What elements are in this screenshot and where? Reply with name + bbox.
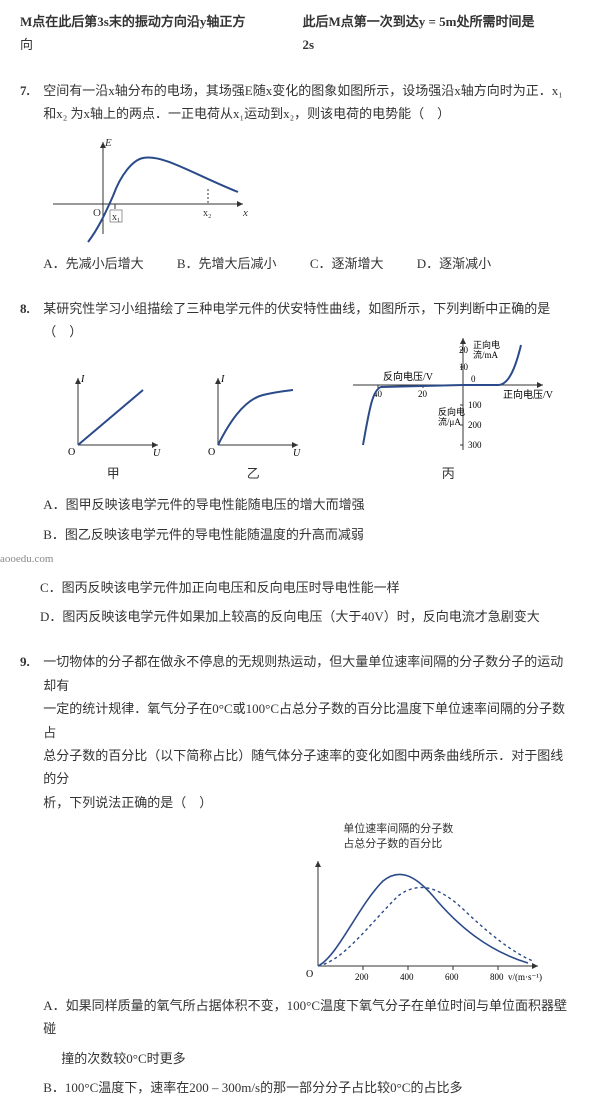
q8-opt-a: A．图甲反映该电学元件的导电性能随电压的增大而增强 <box>43 493 573 516</box>
q9-text-3: 总分子数的百分比（以下简称占比）随气体分子速率的变化如图中两条曲线所示．对于图线… <box>43 744 573 791</box>
q9-number: 9. <box>20 650 40 673</box>
svg-text:O: O <box>68 447 75 458</box>
question-9: 9. 一切物体的分子都在做永不停息的无规则热运动，但大量单位速率间隔的分子数分子… <box>20 650 585 1099</box>
svg-text:O: O <box>306 969 313 980</box>
svg-text:流/mA: 流/mA <box>473 349 499 360</box>
svg-text:x: x <box>242 207 248 219</box>
svg-text:200: 200 <box>468 420 482 430</box>
top-fragment-2: 向 2s <box>20 33 585 56</box>
svg-text:反向电压/V: 反向电压/V <box>383 370 434 383</box>
svg-text:600: 600 <box>445 972 459 982</box>
svg-text:x₁: x₁ <box>112 212 121 223</box>
q8-fig-jia: O I U 甲 <box>63 370 163 485</box>
q8-options: A．图甲反映该电学元件的导电性能随电压的增大而增强 B．图乙反映该电学元件的导电… <box>43 493 573 546</box>
question-7: 7. 空间有一沿x轴分布的电场，其场强E随x变化的图象如图所示，设场强沿x轴方向… <box>20 79 585 275</box>
svg-text:U: U <box>293 448 301 459</box>
top-left-2: 向 <box>20 37 33 52</box>
q9-chart-title-1: 单位速率间隔的分子数 <box>343 822 553 836</box>
svg-text:x₂: x₂ <box>203 208 212 219</box>
svg-text:800: 800 <box>490 972 504 982</box>
q8-options-cont: C．图丙反映该电学元件加正向电压和反向电压时导电性能一样 D．图丙反映该电学元件… <box>40 576 585 629</box>
q7-opt-a: A．先减小后增大 <box>43 252 143 275</box>
q9-opt-b: B．100°C温度下，速率在200 – 300m/s的那一部分分子占比较0°C的… <box>43 1076 573 1099</box>
top-left-1: M点在此后第3s末的振动方向沿y轴正方 <box>20 14 245 29</box>
svg-text:20: 20 <box>418 389 428 399</box>
q8-fig-bing: 反向电压/V 正向电压/V 正向电 流/mA 反向电 流/μA 20 10 0 … <box>343 330 553 485</box>
top-fragment: M点在此后第3s末的振动方向沿y轴正方 此后M点第一次到达y = 5m处所需时间… <box>20 10 585 33</box>
q9-text-2: 一定的统计规律．氧气分子在0°C或100°C占总分子数的百分比温度下单位速率间隔… <box>43 697 573 744</box>
q8-fig-yi: O I U 乙 <box>203 370 303 485</box>
svg-text:O: O <box>93 207 101 219</box>
svg-text:400: 400 <box>400 972 414 982</box>
svg-text:E: E <box>104 137 112 149</box>
q7-opt-b: B．先增大后减小 <box>177 252 277 275</box>
svg-text:U: U <box>153 448 161 459</box>
q8-bing-label: 丙 <box>343 462 553 485</box>
svg-text:流/μA: 流/μA <box>438 416 461 427</box>
svg-text:I: I <box>220 374 225 385</box>
q9-opt-a-1: A．如果同样质量的氧气所占据体积不变，100°C温度下氧气分子在单位时间与单位面… <box>43 994 573 1041</box>
q8-number: 8. <box>20 297 40 320</box>
svg-text:200: 200 <box>355 972 369 982</box>
svg-text:反向电: 反向电 <box>438 406 465 417</box>
q7-number: 7. <box>20 79 40 102</box>
q8-jia-label: 甲 <box>63 462 163 485</box>
q7-text-1: 空间有一沿x轴分布的电场，其场强E随x变化的图象如图所示，设场强沿x轴方向时为正… <box>43 79 573 102</box>
svg-text:300: 300 <box>468 440 482 450</box>
q9-options: A．如果同样质量的氧气所占据体积不变，100°C温度下氧气分子在单位时间与单位面… <box>43 994 573 1100</box>
svg-text:100: 100 <box>468 400 482 410</box>
q8-yi-label: 乙 <box>203 462 303 485</box>
q8-opt-d: D．图丙反映该电学元件如果加上较高的反向电压（大于40V）时，反向电流才急剧变大 <box>40 605 585 628</box>
top-right-1: 此后M点第一次到达y = 5m处所需时间是 <box>303 14 535 29</box>
q9-chart-title-2: 占总分子数的百分比 <box>343 837 553 851</box>
q7-options: A．先减小后增大 B．先增大后减小 C．逐渐增大 D．逐渐减小 <box>43 252 573 275</box>
q8-opt-b: B．图乙反映该电学元件的导电性能随温度的升高而减弱 <box>43 523 573 546</box>
q8-opt-c: C．图丙反映该电学元件加正向电压和反向电压时导电性能一样 <box>40 576 585 599</box>
svg-text:O: O <box>208 447 215 458</box>
q9-text-4: 析，下列说法正确的是（ ） <box>43 791 573 814</box>
question-8: 8. 某研究性学习小组描绘了三种电学元件的伏安特性曲线，如图所示，下列判断中正确… <box>20 297 585 546</box>
q9-opt-a-2: 撞的次数较0°C时更多 <box>61 1047 573 1070</box>
svg-text:正向电: 正向电 <box>473 339 500 350</box>
top-right-2: 2s <box>303 37 315 52</box>
q7-chart: O E x x₁ x₂ <box>43 134 253 244</box>
q9-chart: O 200 400 600 800 v/(m·s⁻¹) <box>293 851 553 986</box>
q9-text-1: 一切物体的分子都在做永不停息的无规则热运动，但大量单位速率间隔的分子数分子的运动… <box>43 650 573 697</box>
svg-text:I: I <box>80 374 85 385</box>
svg-text:0: 0 <box>471 374 476 384</box>
svg-text:正向电压/V: 正向电压/V <box>503 388 553 401</box>
q7-opt-c: C．逐渐增大 <box>310 252 384 275</box>
q7-opt-d: D．逐渐减小 <box>417 252 491 275</box>
q7-text-2: 和x₂ 为x轴上的两点．一正电荷从x₁运动到x₂，则该电荷的电势能（ ） <box>43 102 573 125</box>
watermark: aooedu.com <box>0 550 585 570</box>
svg-text:v/(m·s⁻¹): v/(m·s⁻¹) <box>508 972 542 982</box>
